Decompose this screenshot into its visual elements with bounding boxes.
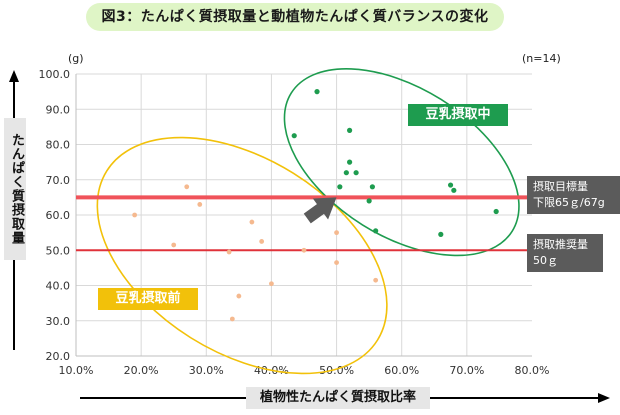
y-tick-label: 40.0 <box>46 280 71 293</box>
recommended-intake-label-line1: 摂取推奨量 <box>533 238 588 251</box>
group-before-ellipse <box>96 136 388 375</box>
group-before-label: 豆乳摂取前 <box>98 288 198 310</box>
data-point-during <box>447 182 454 188</box>
y-axis-unit: (g) <box>68 52 84 65</box>
y-direction-arrow-head <box>9 70 19 82</box>
data-point-during <box>438 231 444 237</box>
y-tick-label: 50.0 <box>46 244 71 257</box>
x-axis-label: 植物性たんぱく質摂取比率 <box>259 390 416 405</box>
data-point-during <box>347 127 353 133</box>
data-point-before <box>132 212 138 218</box>
y-tick-label: 60.0 <box>46 209 71 222</box>
group-during-label: 豆乳摂取中 <box>408 104 508 126</box>
title-pill <box>86 3 504 31</box>
data-point-during <box>493 208 499 215</box>
target-intake-label: 摂取目標量 下限65ｇ/67g <box>527 176 620 214</box>
data-point-before <box>226 249 232 255</box>
y-tick-label: 90.0 <box>46 103 71 116</box>
x-tick-label: 70.0% <box>449 364 484 377</box>
x-axis-label-box <box>246 387 430 409</box>
x-tick-label: 60.0% <box>384 364 419 377</box>
data-point-before <box>259 239 265 244</box>
data-point-during <box>373 228 379 234</box>
x-tick-label: 80.0% <box>515 364 550 377</box>
y-tick-label: 20.0 <box>46 350 71 363</box>
data-point-during <box>291 133 297 139</box>
y-tick-label: 80.0 <box>46 139 71 152</box>
data-point-during <box>366 198 372 204</box>
data-point-before <box>301 247 307 253</box>
target-intake-label-line1: 摂取目標量 <box>533 180 588 193</box>
y-tick-label: 70.0 <box>46 174 71 187</box>
data-point-during <box>369 184 375 190</box>
data-point-before <box>236 293 242 299</box>
data-point-before <box>334 230 339 236</box>
x-tick-label: 30.0% <box>189 364 224 377</box>
shift-arrow-shape <box>303 197 337 224</box>
chart-title: 図3：たんぱく質摂取量と動植物たんぱく質バランスの変化 <box>101 9 489 25</box>
data-point-before <box>171 242 177 248</box>
data-point-during <box>343 170 349 176</box>
group-during-ellipse <box>283 68 520 257</box>
data-point-during <box>314 89 320 95</box>
data-point-before <box>249 219 255 225</box>
y-tick-label: 100.0 <box>39 68 71 81</box>
data-point-before <box>229 316 235 322</box>
sample-size-note: (n=14) <box>522 52 561 65</box>
y-axis-label-box <box>4 118 26 260</box>
data-point-during <box>353 170 359 176</box>
recommended-intake-label: 摂取推奨量 50ｇ <box>527 234 603 272</box>
x-tick-label: 10.0% <box>59 364 94 377</box>
x-tick-label: 50.0% <box>319 364 354 377</box>
data-point-during <box>337 184 343 190</box>
data-point-during <box>451 187 457 193</box>
shift-arrow <box>303 197 337 224</box>
recommended-intake-label-line2: 50ｇ <box>533 254 558 267</box>
target-intake-label-line2: 下限65ｇ/67g <box>533 196 605 209</box>
data-point-before <box>334 260 339 265</box>
data-point-before <box>184 184 190 190</box>
data-point-before <box>269 281 274 287</box>
data-point-before <box>373 277 379 283</box>
data-point-during <box>347 159 353 165</box>
x-tick-label: 20.0% <box>124 364 159 377</box>
y-axis-label: たんぱく質摂取量 <box>9 133 24 245</box>
data-point-before <box>197 202 203 207</box>
y-tick-label: 30.0 <box>46 315 71 328</box>
x-direction-arrow-head <box>598 393 610 403</box>
